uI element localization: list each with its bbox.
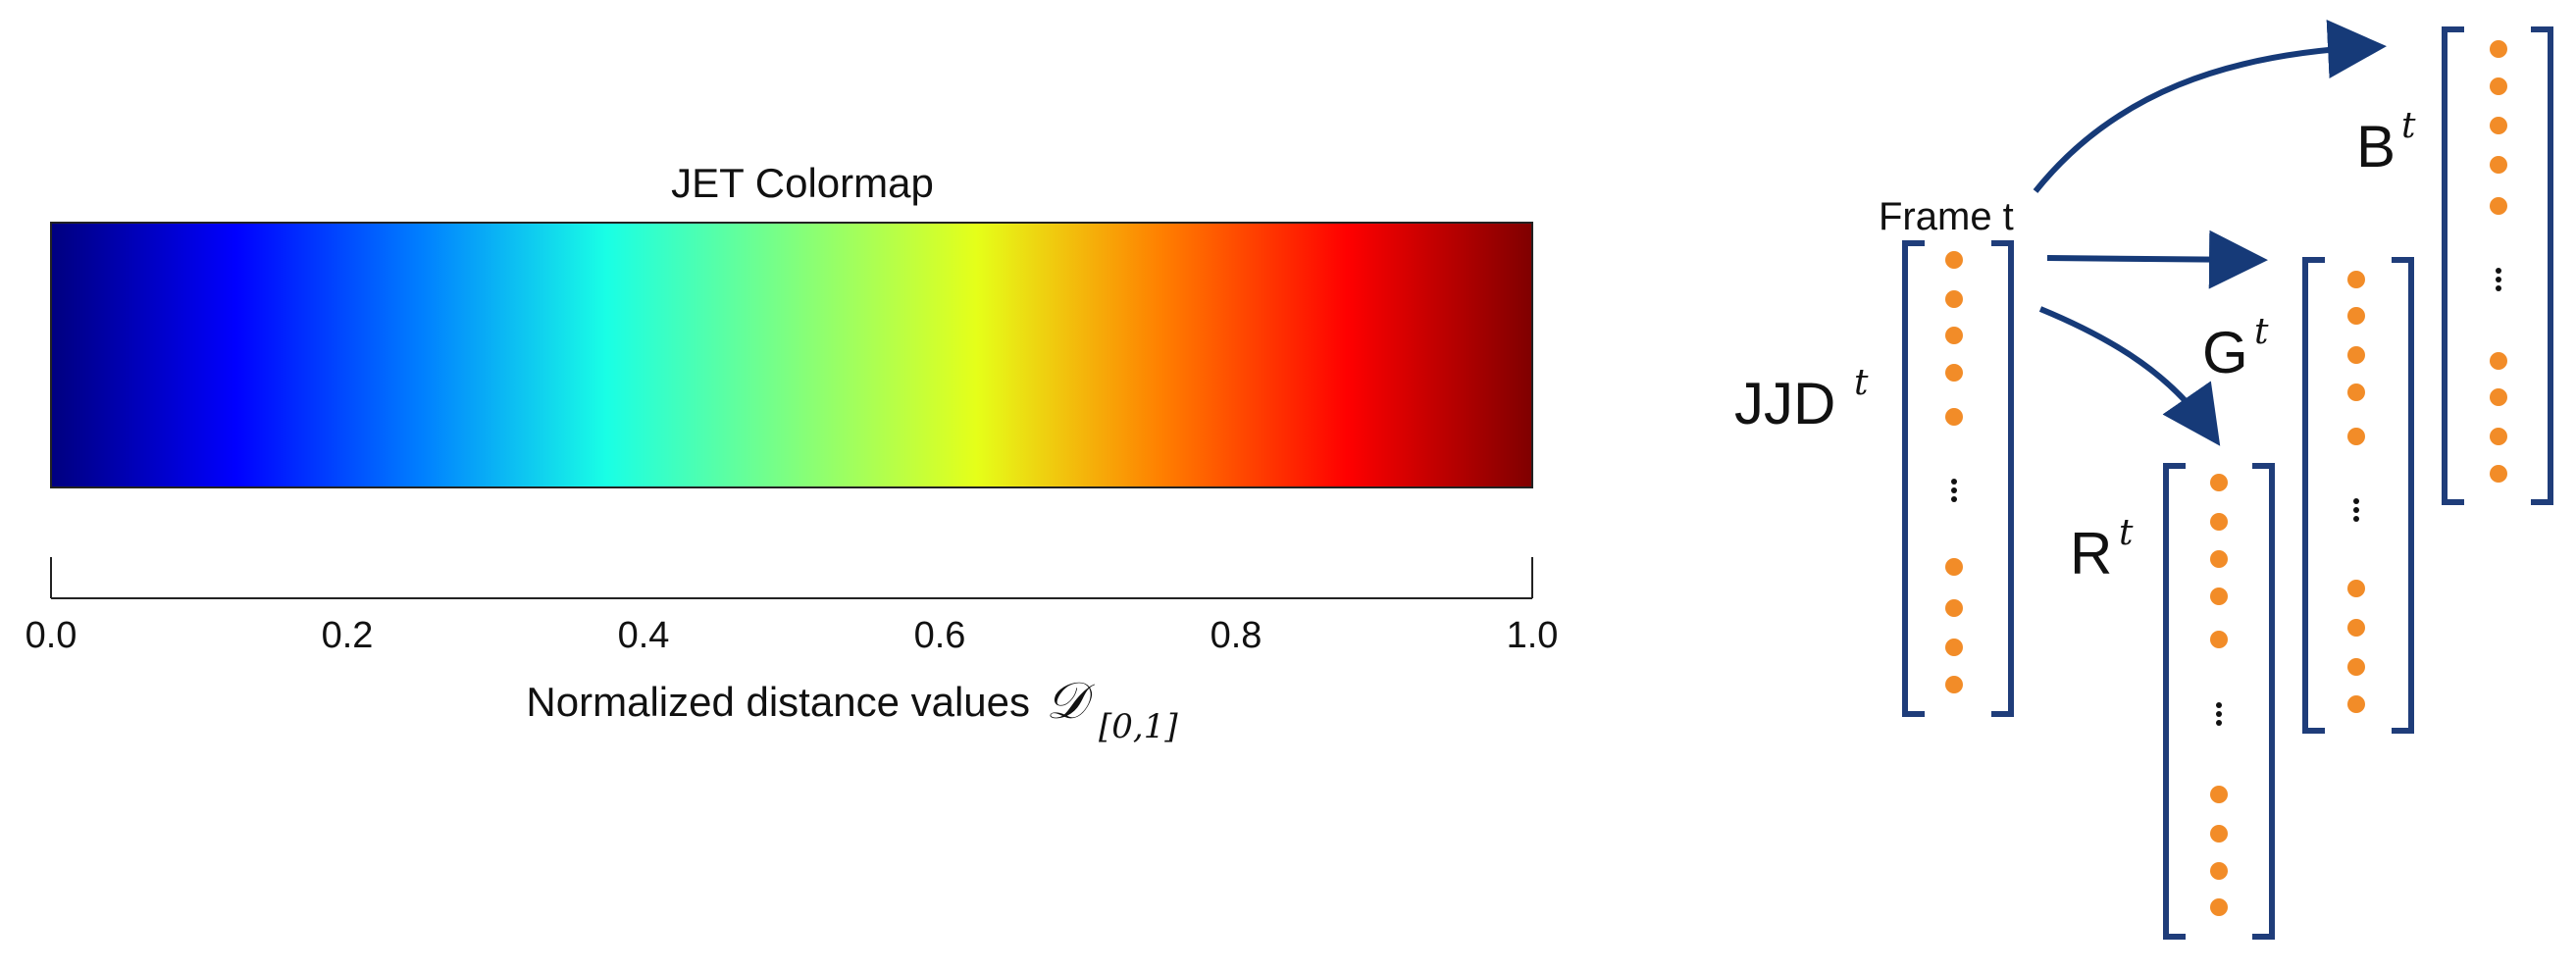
vector-element-dot [2210,898,2228,916]
tick-label: 0.0 [26,615,77,656]
ellipsis-dot [2496,277,2501,282]
vector-b [2442,26,2553,505]
axis-symbol: 𝒟 [1046,672,1095,731]
vector-element-dot [1945,251,1963,269]
vector-g [2302,257,2414,734]
vector-element-dot [1945,558,1963,576]
ellipsis-dot [2216,702,2222,708]
bracket-right [2392,257,2414,734]
vector-element-dot [2490,77,2507,95]
vector-element-dot [2347,619,2365,637]
vector-element-dot [2347,428,2365,445]
vector-element-dot [2490,40,2507,58]
vector-r [2163,463,2275,940]
ellipsis-dot [2353,507,2359,513]
tick-label: 0.2 [322,615,374,656]
colorbar-axis: 0.0 0.2 0.4 0.6 0.8 1.0 [26,557,1559,656]
vector-element-dot [2210,513,2228,531]
axis-label: Normalized distance values [526,679,1030,725]
vector-element-dot [1945,599,1963,617]
vector-element-dot [2347,658,2365,676]
output-b-name: B [2356,114,2396,179]
vector-element-dot [2210,786,2228,803]
colorbar-title: JET Colormap [671,160,934,206]
tick-label: 0.4 [618,615,670,656]
vector-element-dot [2490,117,2507,134]
ellipsis-dot [2496,285,2501,291]
vector-element-dot [2210,474,2228,491]
diagram-panel: Frame t JJD t B t G t R t [1734,20,2553,940]
axis-label-group: Normalized distance values 𝒟 [0,1] [526,672,1178,746]
ellipsis-dot [2216,711,2222,717]
ellipsis-dot [2216,720,2222,726]
tick-label: 0.6 [914,615,966,656]
output-r-superscript: t [2119,513,2134,553]
vector-element-dot [2210,825,2228,843]
bracket-right [1991,240,2014,717]
vector-element-dot [1945,364,1963,382]
vector-element-dot [2347,695,2365,713]
bracket-left [2163,463,2186,940]
bracket-right [2252,463,2275,940]
vector-element-dot [2210,862,2228,880]
arrow-to-r [2038,306,2221,446]
output-g-superscript: t [2254,312,2269,352]
arrow-to-g [2046,230,2268,289]
ellipsis-dot [2353,498,2359,504]
vector-element-dot [2490,388,2507,406]
bracket-left [2442,26,2464,505]
bracket-left [2302,257,2325,734]
vector-element-dot [1945,676,1963,693]
bracket-right [2531,26,2553,505]
ellipsis-dot [1951,479,1957,485]
vector-element-dot [2210,631,2228,648]
vector-element-dot [2347,307,2365,325]
output-r-label: R t [2070,513,2134,587]
vector-element-dot [2490,197,2507,215]
vector-element-dot [2210,588,2228,605]
output-g-name: G [2202,320,2248,385]
ellipsis-dot [2496,268,2501,274]
colorbar-gradient [50,222,1533,488]
ellipsis-dot [1951,487,1957,493]
vector-element-dot [2347,580,2365,597]
output-r-name: R [2070,521,2112,587]
vector-element-dot [2347,383,2365,401]
tick-label: 0.8 [1211,615,1262,656]
colorbar-panel: JET Colormap 0.0 0.2 0.4 0.6 0.8 1.0 Nor… [26,160,1559,746]
ellipsis-dot [2353,516,2359,522]
vector-element-dot [2490,156,2507,174]
bracket-left [1902,240,1925,717]
vector-element-dot [2490,428,2507,445]
output-b-label: B t [2356,106,2416,179]
input-vector-name: JJD [1734,371,1835,436]
tick-label: 1.0 [1507,615,1559,656]
vector-element-dot [1945,408,1963,426]
vector-jjd [1902,240,2014,717]
arrow-to-b [2033,20,2387,193]
vector-element-dot [1945,290,1963,308]
axis-subscript: [0,1] [1099,707,1178,746]
vector-element-dot [2347,271,2365,288]
vector-element-dot [2210,550,2228,568]
input-vector-label: JJD t [1734,363,1869,436]
output-g-label: G t [2202,312,2269,385]
vector-element-dot [1945,327,1963,344]
output-b-superscript: t [2401,106,2416,146]
input-vector-superscript: t [1854,363,1869,403]
ellipsis-dot [1951,496,1957,502]
vector-element-dot [2490,465,2507,483]
frame-label: Frame t [1879,195,2014,238]
vector-element-dot [1945,639,1963,656]
vector-element-dot [2347,346,2365,364]
vector-element-dot [2490,352,2507,370]
